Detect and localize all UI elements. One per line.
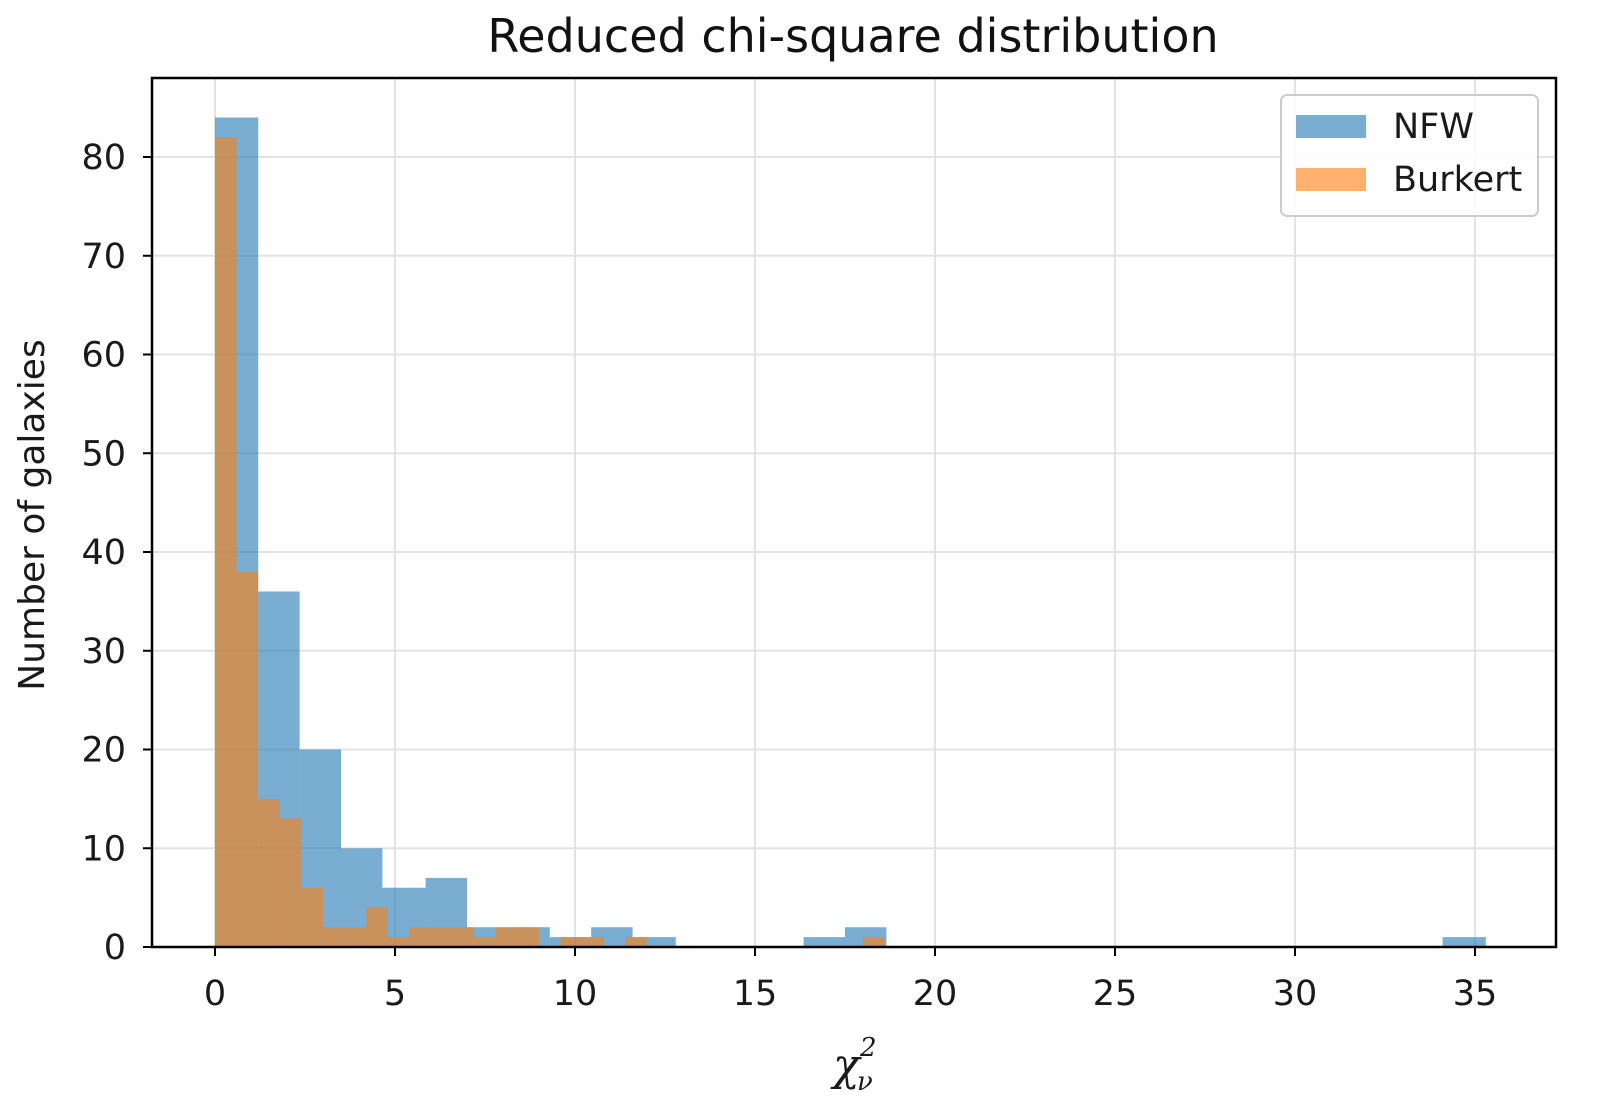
y-tick-label: 20 — [81, 731, 126, 771]
x-tick-label: 0 — [204, 974, 226, 1014]
legend-swatch-nfw — [1296, 115, 1366, 138]
series-burkert — [215, 137, 885, 947]
y-tick-label: 0 — [104, 928, 126, 968]
histogram-bar — [582, 937, 604, 947]
histogram-bar — [344, 927, 367, 947]
histogram-bar — [452, 927, 475, 947]
y-tick-label: 40 — [81, 533, 126, 573]
histogram-bar — [236, 571, 259, 947]
histogram-bar — [409, 927, 431, 947]
legend-swatch-burkert — [1296, 168, 1366, 191]
histogram-bar — [632, 937, 676, 947]
histogram-bar — [431, 927, 453, 947]
legend-label-nfw: NFW — [1393, 107, 1474, 147]
histogram-bar — [323, 927, 345, 947]
histogram-bar — [215, 137, 237, 947]
y-tick-label: 50 — [81, 434, 126, 474]
x-tick-label: 10 — [553, 974, 598, 1014]
histogram-bar — [258, 798, 280, 947]
histogram-bar — [803, 937, 845, 947]
histogram-bar — [863, 937, 885, 947]
bars — [215, 117, 1486, 947]
y-tick-label: 10 — [81, 829, 126, 869]
histogram-bar — [279, 818, 302, 947]
x-ticks: 0 5 10 15 20 25 30 35 — [204, 947, 1497, 1014]
x-tick-label: 30 — [1273, 974, 1318, 1014]
x-tick-label: 15 — [733, 974, 778, 1014]
legend-label-burkert: Burkert — [1393, 160, 1522, 200]
histogram-bar — [387, 937, 410, 947]
grid — [152, 78, 1556, 948]
histogram-bar — [301, 887, 323, 947]
x-axis-label-symbol: χ — [830, 1040, 862, 1091]
x-tick-label: 35 — [1453, 974, 1498, 1014]
x-axis-label-superscript: 2 — [859, 1033, 877, 1063]
histogram-bar — [625, 937, 647, 947]
legend: NFW Burkert — [1280, 94, 1539, 217]
x-tick-label: 20 — [913, 974, 958, 1014]
chart-title: Reduced chi-square distribution — [487, 9, 1218, 63]
y-tick-label: 70 — [81, 237, 126, 277]
y-axis-label: Number of galaxies — [12, 339, 53, 690]
y-tick-label: 60 — [81, 336, 126, 376]
histogram-bar — [1442, 937, 1486, 947]
histogram-bar — [474, 937, 496, 947]
histogram-bar — [495, 927, 518, 947]
x-tick-label: 5 — [384, 974, 406, 1014]
y-ticks: 0 10 20 30 40 50 60 70 80 — [81, 138, 152, 968]
histogram-bar — [517, 927, 539, 947]
plot-frame — [150, 76, 1558, 949]
histogram-bar — [560, 937, 583, 947]
histogram-bar — [366, 907, 388, 947]
y-tick-label: 30 — [81, 632, 126, 672]
x-axis-label-subscript: ν — [857, 1067, 873, 1097]
y-tick-label: 80 — [81, 138, 126, 178]
x-axis-label: χ ν 2 — [830, 1033, 877, 1097]
x-tick-label: 25 — [1093, 974, 1138, 1014]
